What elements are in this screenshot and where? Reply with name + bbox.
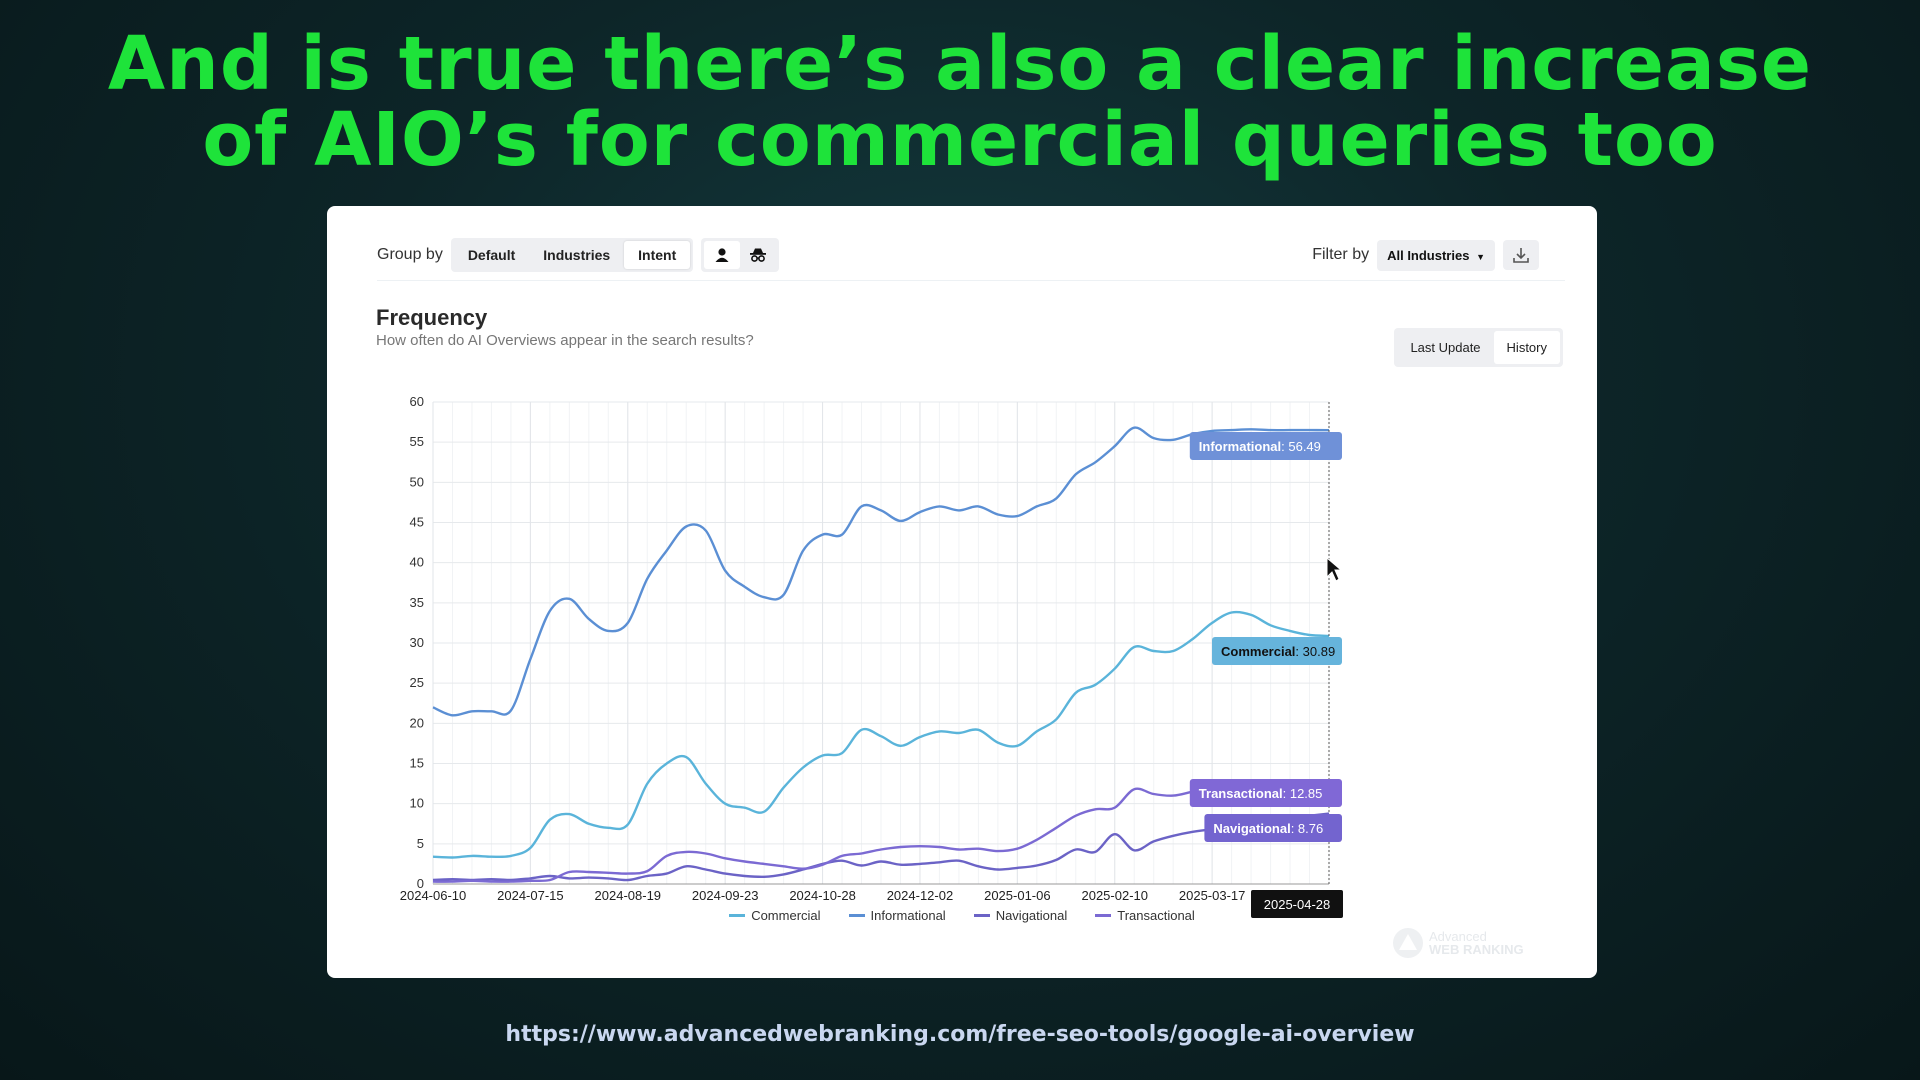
legend-swatch <box>1095 914 1112 917</box>
x-tick-label: 2024-08-19 <box>595 888 662 903</box>
y-tick-label: 35 <box>410 595 424 610</box>
headline-line-1: And is true there’s also a clear increas… <box>107 21 1813 107</box>
legend-swatch <box>973 914 990 917</box>
frequency-chart: 0 5 10 15 20 25 30 35 40 45 50 55 60 2024-06-10 2024-0… <box>400 394 1343 918</box>
awr-watermark: Advanced WEB RANKING <box>1391 926 1524 960</box>
group-by-label: Group by <box>377 246 443 263</box>
x-tick-label: 2024-07-15 <box>497 888 564 903</box>
legend-item-commercial[interactable]: Commercial <box>729 908 821 923</box>
incognito-button[interactable] <box>740 241 776 269</box>
legend-label: Transactional <box>1117 908 1195 923</box>
x-tick-label: 2024-09-23 <box>692 888 759 903</box>
y-tick-label: 55 <box>410 434 424 449</box>
download-button[interactable] <box>1503 240 1539 270</box>
tooltip-label-informational: Informational: 56.49 <box>1199 439 1321 454</box>
legend-item-transactional[interactable]: Transactional <box>1095 908 1195 923</box>
y-tick-label: 25 <box>410 675 424 690</box>
person-icon <box>715 248 729 262</box>
group-by-toolbar: Group by Default Industries Intent <box>377 238 780 272</box>
tooltip-label-commercial: Commercial: 30.89 <box>1221 644 1335 659</box>
y-tick-label: 5 <box>417 836 424 851</box>
hover-date-label: 2025-04-28 <box>1264 897 1331 912</box>
tooltip-label-transactional: Transactional: 12.85 <box>1199 786 1323 801</box>
y-tick-label: 45 <box>410 515 424 530</box>
tab-history[interactable]: History <box>1493 331 1560 364</box>
x-tick-label: 2025-01-06 <box>984 888 1051 903</box>
group-by-tabs: Default Industries Intent <box>450 238 694 272</box>
person-button[interactable] <box>704 241 741 269</box>
y-tick-label: 0 <box>417 876 424 891</box>
awr-logo-icon <box>1393 928 1423 958</box>
hover-date-box <box>1251 890 1343 918</box>
y-tick-label: 15 <box>410 756 424 771</box>
caret-down-icon: ▼ <box>1476 251 1485 262</box>
y-tick-label: 10 <box>410 796 424 811</box>
filter-by-label: Filter by <box>1312 246 1370 263</box>
x-tick-label: 2025-03-17 <box>1179 888 1246 903</box>
legend-label: Navigational <box>995 908 1068 923</box>
legend-item-navigational[interactable]: Navigational <box>973 908 1068 923</box>
download-icon <box>1513 248 1529 263</box>
tab-industries[interactable]: Industries <box>543 247 611 263</box>
chart-legend: Commercial Informational Navigational Trans… <box>327 908 1597 923</box>
y-tick-label: 40 <box>410 555 424 570</box>
dashboard-card: 0 5 10 15 20 25 30 35 40 45 50 55 60 2024-06-10 2024-0… <box>327 206 1597 978</box>
series-line-navigational <box>432 812 1330 882</box>
panel-subtitle: How often do AI Overviews appear in the … <box>376 332 754 349</box>
tooltip-transactional <box>1189 779 1342 807</box>
filter-bar: Filter by All Industries ▼ <box>1312 238 1539 272</box>
x-tick-label: 2024-12-02 <box>887 888 954 903</box>
tooltip-commercial <box>1212 637 1342 665</box>
legend-label: Informational <box>870 908 946 923</box>
slide-headline: And is true there’s also a clear increas… <box>0 26 1920 178</box>
series-line-commercial <box>432 610 1330 859</box>
x-tick-label: 2024-10-28 <box>789 888 856 903</box>
tooltip-label-navigational: Navigational: 8.76 <box>1213 821 1323 836</box>
x-tick-label: 2024-06-10 <box>400 888 467 903</box>
y-tick-label: 60 <box>410 394 424 409</box>
industry-dropdown-value: All Industries <box>1387 247 1470 263</box>
source-url[interactable]: https://www.advancedwebranking.com/free-… <box>505 1022 1415 1047</box>
headline-line-2: of AIO’s for commercial queries too <box>202 97 1718 183</box>
watermark-line-1: Advanced <box>1429 929 1487 944</box>
mouse-cursor-icon <box>1326 556 1343 582</box>
tooltip-informational <box>1189 432 1342 460</box>
view-mode-buttons <box>701 238 780 272</box>
legend-swatch <box>729 914 746 917</box>
toolbar-divider <box>377 280 1565 281</box>
tab-intent[interactable]: Intent <box>624 241 691 269</box>
y-tick-label: 30 <box>410 635 424 650</box>
legend-item-informational[interactable]: Informational <box>848 908 946 923</box>
tab-last-update[interactable]: Last Update <box>1410 340 1481 355</box>
tab-default[interactable]: Default <box>467 247 516 263</box>
y-tick-label: 20 <box>410 715 424 730</box>
incognito-icon <box>750 248 767 262</box>
watermark-line-2: WEB RANKING <box>1429 942 1524 957</box>
industry-dropdown[interactable]: All Industries ▼ <box>1377 239 1495 271</box>
tooltip-navigational <box>1204 814 1342 842</box>
view-tabs: Last Update History <box>1394 328 1563 367</box>
y-tick-label: 50 <box>410 474 424 489</box>
panel-title: Frequency <box>376 305 488 330</box>
series-line-informational <box>432 426 1330 717</box>
series-line-transactional <box>432 779 1330 883</box>
legend-swatch <box>848 914 865 917</box>
x-tick-label: 2025-02-10 <box>1081 888 1148 903</box>
legend-label: Commercial <box>751 908 821 923</box>
